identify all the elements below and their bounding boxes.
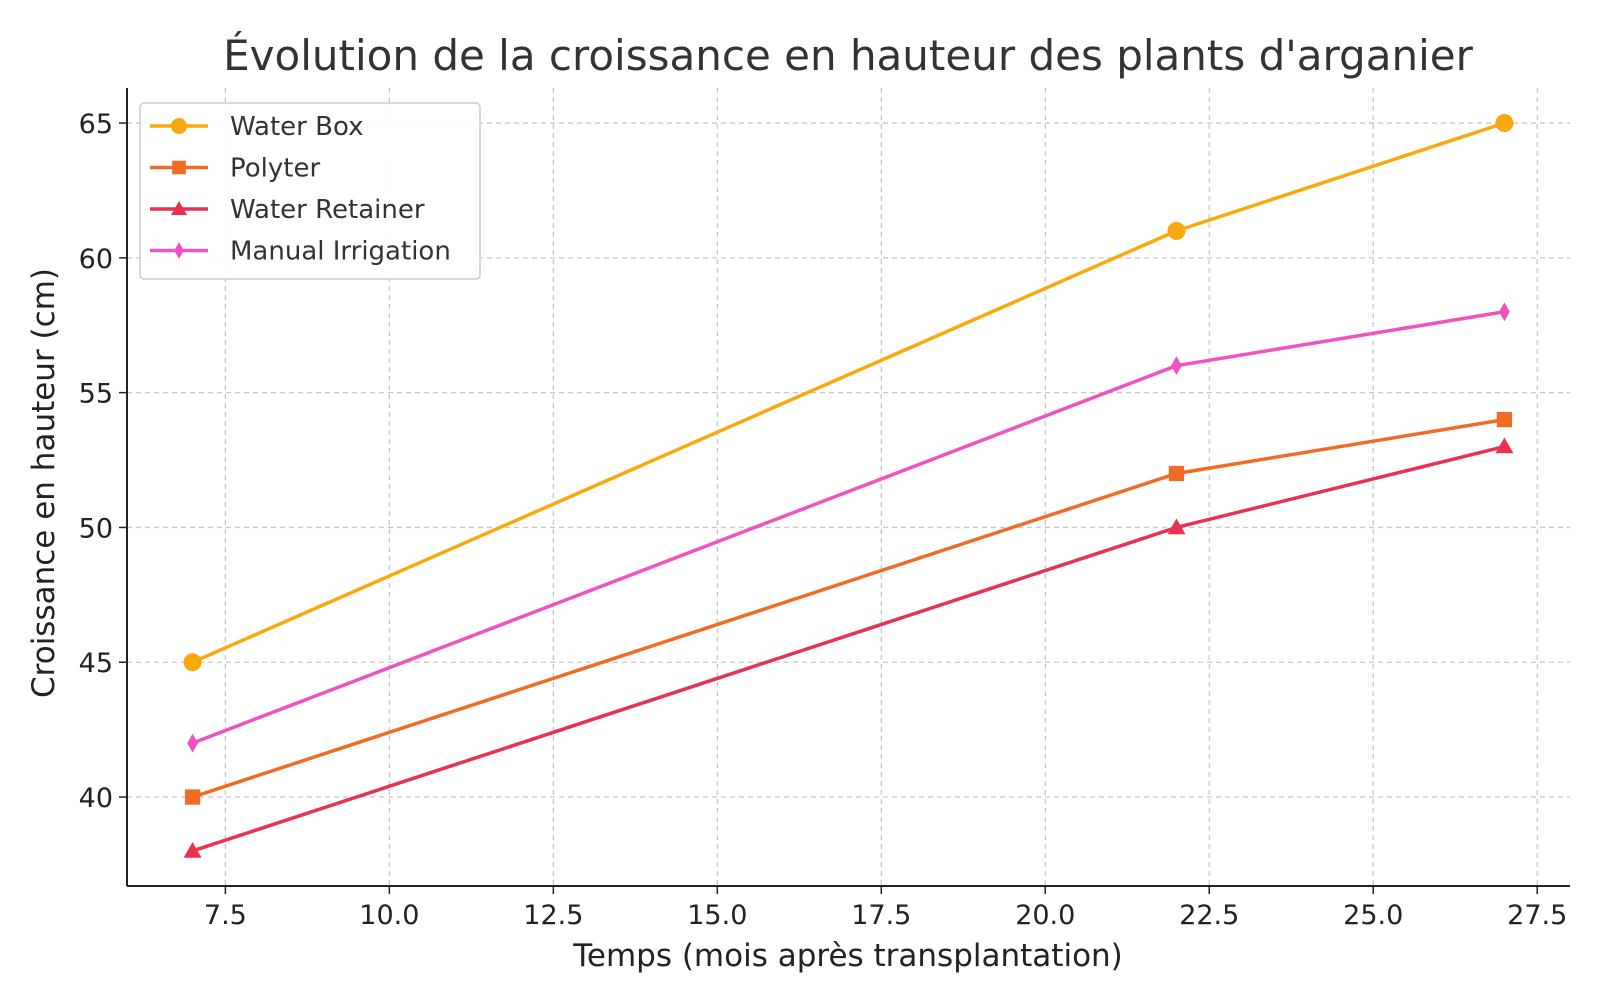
- y-axis-ticks: 40 45 50 55 60 65: [79, 109, 127, 814]
- series-polyter: [185, 412, 1512, 805]
- data-point-water-box: [1167, 222, 1185, 240]
- legend-label: Polyter: [230, 154, 320, 184]
- data-point-polyter: [1497, 412, 1512, 427]
- y-tick-label: 60: [79, 244, 113, 275]
- data-point-polyter: [185, 789, 200, 804]
- legend-label: Manual Irrigation: [230, 237, 451, 267]
- x-tick-label: 17.5: [851, 900, 911, 931]
- series-water-retainer: [184, 438, 1514, 858]
- x-tick-label: 15.0: [687, 900, 747, 931]
- x-axis-label: Temps (mois après transplantation): [572, 938, 1123, 974]
- x-tick-label: 25.0: [1343, 900, 1403, 931]
- x-tick-label: 27.5: [1507, 900, 1567, 931]
- data-point-water-retainer: [1495, 438, 1513, 454]
- data-point-manual-irrigation: [1171, 356, 1182, 375]
- y-tick-label: 45: [79, 648, 113, 679]
- x-tick-label: 10.0: [359, 900, 419, 931]
- chart-title: Évolution de la croissance en hauteur de…: [223, 30, 1473, 80]
- x-axis-ticks: 7.5 10.0 12.5 15.0 17.5 20.0 22.5 25.0 27.5: [204, 886, 1567, 931]
- x-tick-label: 12.5: [523, 900, 583, 931]
- y-tick-label: 55: [79, 379, 113, 410]
- legend-marker: [171, 118, 187, 134]
- y-tick-label: 40: [79, 783, 113, 814]
- x-tick-label: 20.0: [1015, 900, 1075, 931]
- legend-label: Water Box: [230, 112, 363, 142]
- y-axis-label: Croissance en hauteur (cm): [26, 268, 62, 698]
- data-point-water-box: [184, 653, 202, 671]
- data-point-manual-irrigation: [187, 734, 198, 753]
- data-point-water-box: [1495, 114, 1513, 132]
- y-tick-label: 50: [79, 513, 113, 544]
- y-tick-label: 65: [79, 109, 113, 140]
- legend-label: Water Retainer: [230, 195, 425, 225]
- x-tick-label: 22.5: [1179, 900, 1239, 931]
- data-point-polyter: [1169, 466, 1184, 481]
- legend-marker: [172, 161, 186, 175]
- data-point-manual-irrigation: [1499, 302, 1510, 321]
- x-tick-label: 7.5: [204, 900, 247, 931]
- legend: Water Box Polyter Water Retainer Manual Irr…: [140, 103, 480, 279]
